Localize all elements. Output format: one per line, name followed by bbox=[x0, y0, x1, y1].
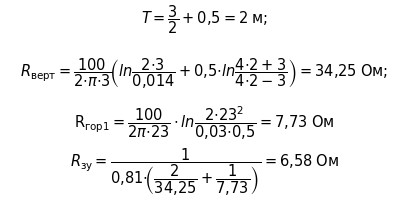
Text: $T = \dfrac{3}{2} + 0{,}5 = 2\;\mathbf{\text{м;}}$: $T = \dfrac{3}{2} + 0{,}5 = 2\;\mathbf{\… bbox=[141, 3, 268, 36]
Text: $\text{R}_{\text{гор1}} = \dfrac{100}{2\pi{\cdot}23} \cdot ln\dfrac{2{\cdot}23^2: $\text{R}_{\text{гор1}} = \dfrac{100}{2\… bbox=[74, 104, 335, 141]
Text: $R_{\text{зу}} = \dfrac{1}{0{,}81{\cdot}\!\left(\dfrac{2}{34{,}25} + \dfrac{1}{7: $R_{\text{зу}} = \dfrac{1}{0{,}81{\cdot}… bbox=[70, 146, 339, 197]
Text: $R_{\text{верт}} = \dfrac{100}{2{\cdot}\pi{\cdot}3}\!\left(ln\dfrac{2{\cdot}3}{0: $R_{\text{верт}} = \dfrac{100}{2{\cdot}\… bbox=[20, 56, 389, 91]
